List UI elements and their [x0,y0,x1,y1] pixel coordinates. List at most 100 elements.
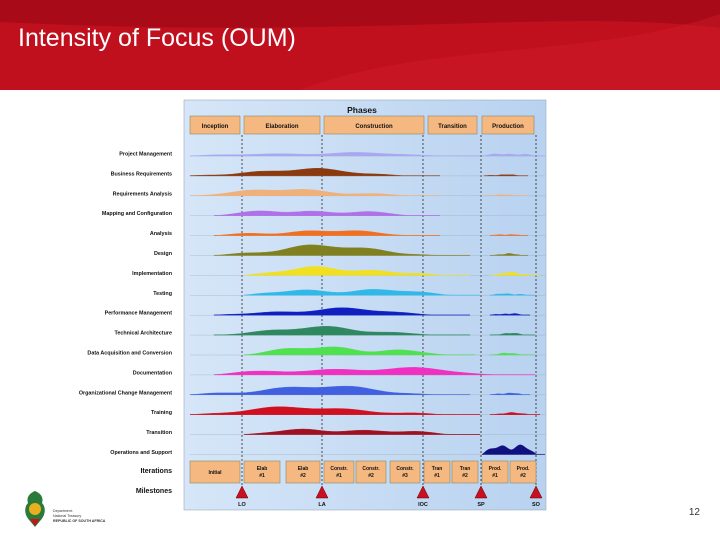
chart-background [183,99,547,511]
phase-box [427,115,478,135]
milestone-label-so: SO [532,502,541,508]
iteration-number: #1 [434,473,440,479]
iteration-label: Constr. [330,466,348,472]
iteration-box [389,460,421,484]
milestone-marker-so [529,485,543,499]
discipline-label-organizational-change-management: Organizational Change Management [79,390,172,396]
intensity-curve-training [189,406,481,415]
production-curve-analysis [489,234,529,236]
milestone-marker-sp [474,485,488,499]
iteration-box [285,460,321,484]
intensity-curve-documentation [213,367,536,376]
iteration-number: #2 [300,473,306,479]
discipline-label-data-acquisition-and-conversion: Data Acquisition and Conversion [87,351,172,357]
coat-of-arms-icon [25,491,45,527]
iteration-box [323,460,355,484]
discipline-label-performance-management: Performance Management [105,311,173,317]
logo-department: Department: [53,509,73,513]
phase-label-production: Production [492,124,524,130]
phase-label-elaboration: Elaboration [265,124,298,130]
production-curve-requirements-analysis [483,194,529,196]
iteration-label: Tran [460,466,471,472]
iteration-number: #1 [492,473,498,479]
discipline-label-analysis: Analysis [150,231,172,237]
phases-title: Phases [347,105,377,115]
phase-box [243,115,321,135]
discipline-label-transition: Transition [146,430,172,436]
iteration-label: Constr. [362,466,380,472]
discipline-label-requirements-analysis: Requirements Analysis [113,191,172,197]
phase-label-transition: Transition [438,124,467,130]
discipline-label-mapping-and-configuration: Mapping and Configuration [102,211,172,217]
production-curve-design [489,253,529,256]
intensity-curve-implementation [243,266,471,276]
phase-label-inception: Inception [202,124,229,130]
iteration-label: Tran [432,466,443,472]
milestone-marker-ioc [416,485,430,499]
production-curve-technical-architecture [489,333,536,336]
intensity-curve-data-acquisition-and-conversion [243,346,476,356]
slide-number: 12 [688,507,700,518]
discipline-label-implementation: Implementation [132,271,172,277]
iteration-number: #2 [520,473,526,479]
intensity-curve-technical-architecture [213,326,471,336]
iteration-box [189,460,241,484]
milestones-label: Milestones [136,488,172,495]
iteration-label: Prod. [517,466,530,472]
iterations-label: Iterations [140,468,172,475]
phase-box [189,115,241,135]
logo-republic: REPUBLIC OF SOUTH AFRICA [53,519,106,523]
iteration-box [355,460,387,484]
production-curve-performance-management [489,313,531,316]
production-curve-project-management [481,153,546,157]
discipline-label-documentation: Documentation [133,370,172,376]
production-curve-implementation [489,271,541,276]
discipline-label-project-management: Project Management [119,152,172,158]
iteration-label: Elab [298,466,309,472]
iteration-number: #3 [402,473,408,479]
iteration-box [451,460,479,484]
milestone-label-ioc: IOC [418,502,428,508]
phase-box [323,115,425,135]
intensity-curve-organizational-change-management [189,385,471,395]
discipline-label-business-requirements: Business Requirements [111,171,172,177]
iteration-box [423,460,451,484]
production-curve-organizational-change-management [489,392,531,395]
iteration-label: Prod. [489,466,502,472]
iteration-label: Elab [257,466,268,472]
intensity-curve-mapping-and-configuration [213,210,441,216]
discipline-label-technical-architecture: Technical Architecture [114,331,172,337]
iteration-box [243,460,281,484]
production-curve-testing [489,293,536,296]
iteration-label: Constr. [396,466,414,472]
header-background [0,0,720,90]
iteration-number: #1 [336,473,342,479]
milestone-label-sp: SP [477,502,485,508]
intensity-curve-analysis [213,230,441,236]
production-curve-data-acquisition-and-conversion [489,352,536,356]
iteration-box [509,460,537,484]
intensity-curve-design [213,244,471,256]
production-curve-business-requirements [483,174,529,177]
milestone-marker-la [315,485,329,499]
iteration-number: #2 [368,473,374,479]
slide-header: Intensity of Focus (OUM) [0,0,720,90]
intensity-curve-transition [243,428,481,435]
slide-title: Intensity of Focus (OUM) [18,24,296,52]
iteration-number: #1 [259,473,265,479]
phase-box [481,115,535,135]
intensity-curve-requirements-analysis [189,189,441,196]
phase-label-construction: Construction [355,124,393,130]
iteration-number: #2 [462,473,468,479]
production-curve-operations-and-support [481,444,546,455]
discipline-label-design: Design [154,251,172,257]
iteration-label: Initial [208,470,222,476]
intensity-curve-performance-management [213,307,471,316]
logo-treasury: National Treasury [53,514,82,518]
discipline-label-training: Training [151,410,172,416]
production-curve-training [489,412,541,415]
discipline-label-operations-and-support: Operations and Support [110,450,172,456]
milestone-label-lo: LO [238,502,246,508]
